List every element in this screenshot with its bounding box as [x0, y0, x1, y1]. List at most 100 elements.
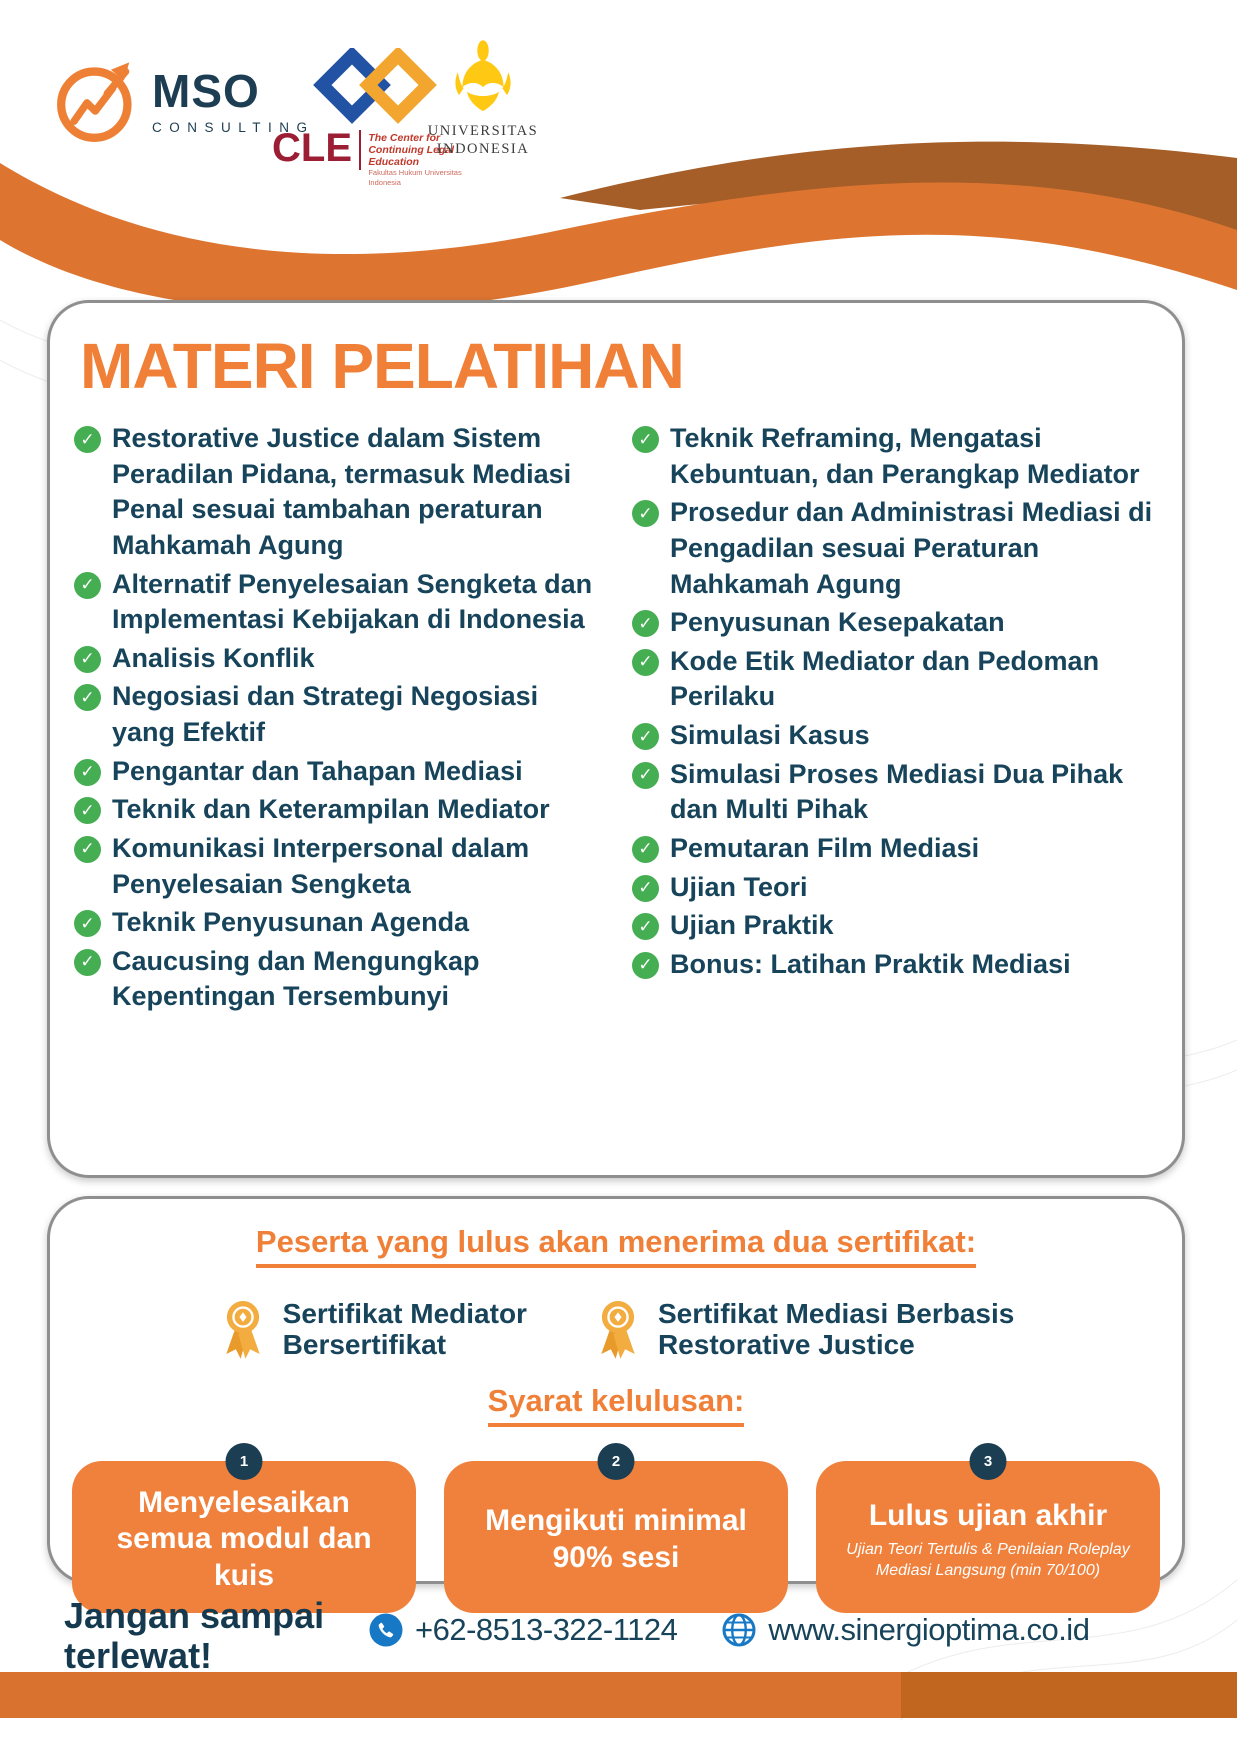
checklist-item: ✓ Simulasi Kasus: [632, 718, 1156, 754]
footer-contacts: +62-8513-322-1124 www.sinergioptima.co.i…: [368, 1612, 1090, 1648]
checklist-item: ✓ Negosiasi dan Strategi Negosiasi yang …: [74, 679, 598, 750]
checklist-item-text: Analisis Konflik: [112, 642, 315, 673]
requirement-subtext: Ujian Teori Tertulis & Penilaian Rolepla…: [846, 1541, 1130, 1579]
check-icon: ✓: [74, 910, 101, 938]
check-icon: ✓: [74, 645, 101, 673]
bottom-bar-left: [0, 1672, 901, 1718]
check-icon: ✓: [632, 874, 659, 902]
check-icon: ✓: [632, 426, 659, 453]
checklist-item-text: Negosiasi dan Strategi Negosiasi yang Ef…: [112, 681, 539, 747]
check-icon: ✓: [74, 758, 101, 786]
mso-consulting-logo: MSO CONSULTING: [52, 55, 315, 147]
check-icon: ✓: [74, 426, 101, 453]
ui-text-line1: UNIVERSITAS: [427, 123, 539, 139]
checklist-item-text: Simulasi Kasus: [670, 720, 870, 750]
footer-cta-line2: terlewat!: [64, 1634, 213, 1676]
checklist-columns: ✓ Restorative Justice dalam Sistem Perad…: [50, 407, 1182, 1018]
checklist-item: ✓ Pengantar dan Tahapan Mediasi: [74, 754, 598, 790]
checklist-item-text: Simulasi Proses Mediasi Dua Pihak dan Mu…: [670, 758, 1124, 825]
certificate-line1: Sertifikat Mediasi Berbasis: [657, 1298, 1015, 1329]
checklist-item-text: Komunikasi Interpersonal dalam Penyelesa…: [112, 832, 530, 899]
checklist-item-text: Alternatif Penyelesaian Sengketa dan Imp…: [112, 568, 593, 635]
globe-icon: [722, 1613, 756, 1647]
cle-diamonds-icon: [312, 48, 437, 124]
checklist-item: ✓ Teknik dan Keterampilan Mediator: [74, 792, 598, 828]
checklist-item-text: Caucusing dan Mengungkap Kepentingan Ter…: [112, 945, 480, 1012]
checklist-left-column: ✓ Restorative Justice dalam Sistem Perad…: [74, 421, 598, 1018]
cle-logo-line1: The Center for: [368, 132, 441, 144]
checklist-item-text: Kode Etik Mediator dan Pedoman Perilaku: [670, 645, 1100, 712]
phone-icon: [369, 1613, 403, 1647]
requirement-card-1: 1 Menyelesaikan semua modul dan kuis: [72, 1442, 416, 1613]
checklist-item-text: Teknik dan Keterampilan Mediator: [112, 794, 550, 825]
cle-logo-name: CLE: [272, 126, 352, 170]
checklist-item: ✓ Alternatif Penyelesaian Sengketa dan I…: [74, 567, 598, 638]
checklist-item: ✓ Bonus: Latihan Praktik Mediasi: [632, 947, 1156, 983]
cle-logo-line2: Continuing Legal Education: [368, 144, 455, 169]
mso-chart-arrow-icon: [57, 62, 132, 142]
checklist-item: ✓ Restorative Justice dalam Sistem Perad…: [74, 421, 598, 564]
checklist-item-text: Prosedur dan Administrasi Mediasi di Pen…: [670, 497, 1153, 599]
requirement-text: Lulus ujian akhir: [868, 1498, 1108, 1532]
certificates-box: Peserta yang lulus akan menerima dua ser…: [47, 1196, 1185, 1613]
check-icon: ✓: [74, 571, 101, 599]
materi-pelatihan-box: MATERI PELATIHAN ✓ Restorative Justice d…: [47, 300, 1185, 1178]
checklist-item-text: Teknik Reframing, Mengatasi Kebuntuan, d…: [670, 423, 1140, 489]
footer-cta: Jangan sampai terlewat!: [64, 1596, 324, 1675]
cle-logo-text: CLE The Center for Continuing Legal Educ…: [272, 126, 477, 188]
checklist-item: ✓ Teknik Penyusunan Agenda: [74, 905, 598, 941]
check-icon: ✓: [74, 684, 101, 712]
website-link[interactable]: www.sinergioptima.co.id: [721, 1612, 1090, 1648]
certificate-line2: Bersertifikat: [282, 1329, 447, 1361]
checklist-item: ✓ Ujian Teori: [632, 870, 1156, 906]
mso-logo-text: MSO CONSULTING: [152, 68, 315, 135]
checklist-item: ✓ Pemutaran Film Mediasi: [632, 831, 1156, 867]
check-icon: ✓: [632, 835, 659, 863]
checklist-item: ✓ Kode Etik Mediator dan Pedoman Perilak…: [632, 644, 1156, 715]
checklist-item: ✓ Penyusunan Kesepakatan: [632, 605, 1156, 641]
certificate-item: Sertifikat Mediator Bersertifikat: [218, 1298, 527, 1361]
requirement-number-badge: 2: [597, 1442, 635, 1480]
page-title: MATERI PELATIHAN: [80, 330, 685, 402]
certificates-heading-wrap: Peserta yang lulus akan menerima dua ser…: [50, 1224, 1182, 1268]
requirement-cards: 1 Menyelesaikan semua modul dan kuis 2 M…: [50, 1442, 1182, 1613]
checklist-item: ✓ Analisis Konflik: [74, 641, 598, 677]
checklist-item-text: Ujian Teori: [670, 871, 808, 902]
mso-logo-name: MSO: [152, 64, 260, 117]
check-icon: ✓: [632, 610, 659, 638]
bottom-bar-right: [901, 1672, 1237, 1718]
checklist-item-text: Restorative Justice dalam Sistem Peradil…: [112, 423, 572, 560]
checklist-item-text: Pemutaran Film Mediasi: [670, 832, 980, 863]
check-icon: ✓: [74, 835, 101, 863]
makara-emblem-icon: [455, 40, 511, 112]
checklist-item-text: Teknik Penyusunan Agenda: [112, 907, 470, 938]
ui-text-line2: INDONESIA: [436, 141, 530, 158]
requirement-text: Mengikuti minimal 90% sesi: [485, 1504, 747, 1574]
checklist-item-text: Bonus: Latihan Praktik Mediasi: [670, 948, 1071, 979]
checklist-right-column: ✓ Teknik Reframing, Mengatasi Kebuntuan,…: [632, 421, 1156, 1018]
check-icon: ✓: [632, 723, 659, 750]
certificate-item: Sertifikat Mediasi Berbasis Restorative …: [593, 1298, 1014, 1361]
cle-logo: CLE The Center for Continuing Legal Educ…: [272, 48, 477, 188]
checklist-item: ✓ Prosedur dan Administrasi Mediasi di P…: [632, 495, 1156, 602]
universitas-indonesia-logo: UNIVERSITAS INDONESIA: [408, 38, 558, 158]
check-icon: ✓: [74, 948, 101, 976]
medal-icon: [225, 1301, 260, 1360]
certificate-line2: Restorative Justice: [657, 1329, 915, 1361]
certificates-row: Sertifikat Mediator Bersertifikat Sertif…: [50, 1298, 1182, 1361]
requirements-heading-wrap: Syarat kelulusan:: [50, 1383, 1182, 1427]
mso-logo-subtitle: CONSULTING: [152, 119, 315, 135]
checklist-item-text: Pengantar dan Tahapan Mediasi: [112, 755, 523, 786]
certificate-text: Sertifikat Mediasi Berbasis Restorative …: [658, 1298, 1014, 1361]
requirements-heading: Syarat kelulusan:: [487, 1383, 745, 1427]
check-icon: ✓: [632, 951, 659, 979]
certificates-heading: Peserta yang lulus akan menerima dua ser…: [255, 1224, 977, 1268]
cle-logo-lines: The Center for Continuing Legal Educatio…: [368, 130, 477, 188]
checklist-item: ✓ Caucusing dan Mengungkap Kepentingan T…: [74, 944, 598, 1015]
footer-cta-line1: Jangan sampai: [64, 1595, 325, 1636]
requirement-text: Menyelesaikan semua modul dan kuis: [116, 1485, 372, 1592]
requirement-number-badge: 3: [969, 1442, 1007, 1480]
phone-link[interactable]: +62-8513-322-1124: [368, 1612, 678, 1648]
checklist-item: ✓ Ujian Praktik: [632, 908, 1156, 944]
